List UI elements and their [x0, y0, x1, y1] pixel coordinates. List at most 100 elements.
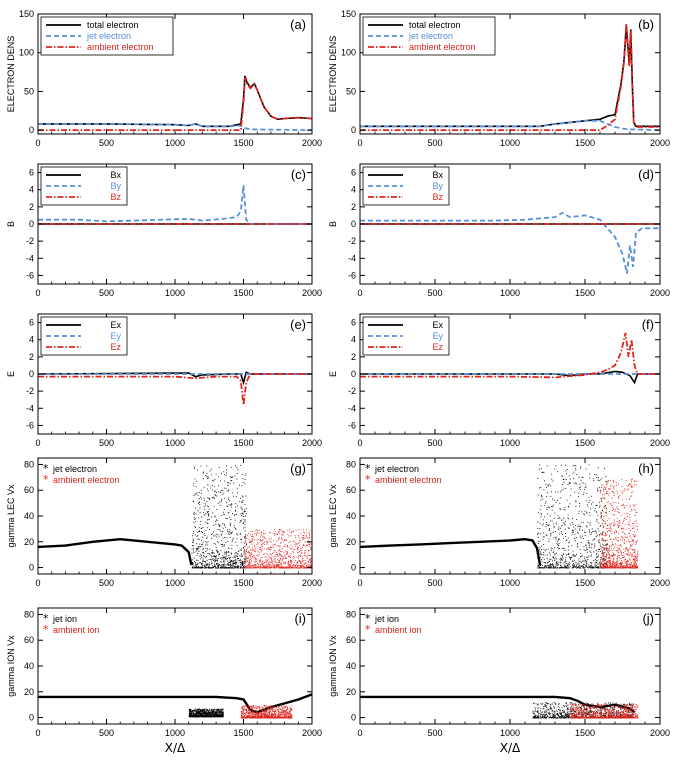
data-point: [199, 712, 200, 714]
data-point: [221, 712, 223, 714]
data-point: [297, 549, 299, 550]
data-point: [604, 493, 605, 495]
data-point: [622, 566, 624, 568]
data-point: [219, 501, 221, 503]
data-point: [574, 564, 575, 566]
data-point: [222, 563, 224, 565]
data-point: [554, 560, 556, 561]
data-point: [244, 526, 246, 528]
data-point: [286, 566, 288, 568]
data-point: [242, 563, 244, 565]
data-point: [218, 567, 219, 568]
data-point: [302, 563, 304, 565]
data-point: [609, 550, 611, 552]
data-point: [244, 538, 246, 540]
data-point: [252, 548, 254, 550]
data-point: [263, 548, 265, 550]
data-point: [217, 541, 218, 543]
data-point: [226, 567, 227, 569]
data-point: [288, 564, 290, 566]
data-point: [256, 532, 258, 534]
data-point: [595, 566, 597, 568]
data-point: [261, 539, 263, 541]
data-point: [243, 551, 245, 553]
data-point: [225, 487, 227, 489]
legend-label-by: By: [432, 181, 443, 191]
data-point: [574, 567, 576, 568]
data-point: [603, 565, 605, 566]
data-point: [289, 565, 291, 567]
data-point: [632, 503, 634, 505]
data-point: [193, 567, 195, 569]
data-point: [548, 566, 549, 568]
data-point: [279, 529, 281, 531]
data-point: [233, 475, 235, 477]
data-point: [214, 490, 216, 492]
data-point: [602, 551, 604, 553]
data-point: [541, 559, 542, 560]
data-point: [214, 711, 216, 713]
data-point: [566, 499, 568, 501]
data-point: [290, 562, 291, 563]
data-point: [215, 473, 217, 475]
data-point: [197, 711, 199, 713]
data-point: [199, 502, 200, 503]
series-points-ambient-electron: [600, 477, 639, 569]
data-point: [549, 507, 551, 508]
data-point: [605, 511, 607, 513]
data-point: [537, 552, 539, 554]
data-point: [218, 485, 219, 487]
data-point: [251, 549, 253, 551]
data-point: [302, 529, 304, 531]
data-point: [605, 505, 606, 506]
data-point: [307, 544, 309, 546]
data-point: [555, 562, 557, 564]
data-point: [256, 567, 258, 569]
data-point: [554, 468, 556, 470]
data-point: [291, 531, 293, 533]
data-point: [577, 546, 579, 548]
data-point: [632, 486, 634, 488]
data-point: [245, 553, 247, 555]
data-point: [266, 548, 268, 550]
data-point: [629, 564, 631, 566]
data-point: [540, 567, 541, 569]
data-point: [309, 565, 311, 567]
data-point: [253, 564, 255, 566]
data-point: [598, 522, 600, 524]
data-point: [252, 556, 254, 557]
data-point: [267, 567, 269, 569]
y-tick-label: -6: [348, 420, 356, 430]
data-point: [636, 512, 638, 513]
data-point: [221, 531, 223, 533]
data-point: [543, 471, 545, 473]
data-point: [618, 559, 620, 561]
data-point: [226, 555, 227, 557]
data-point: [277, 565, 279, 567]
data-point: [197, 716, 198, 718]
data-point: [197, 553, 199, 554]
data-point: [616, 563, 617, 565]
data-point: [601, 555, 603, 557]
data-point: [191, 567, 193, 569]
data-point: [226, 472, 227, 474]
data-point: [563, 517, 564, 519]
data-point: [222, 537, 224, 539]
data-point: [626, 548, 627, 550]
data-point: [262, 564, 263, 566]
data-point: [271, 538, 272, 540]
data-point: [635, 558, 637, 559]
data-point: [284, 555, 286, 557]
data-point: [218, 565, 220, 566]
y-tick-label: -6: [26, 270, 34, 280]
data-point: [606, 564, 608, 565]
data-point: [604, 522, 606, 524]
y-tick-label: -2: [26, 386, 34, 396]
data-point: [568, 563, 570, 565]
data-point: [626, 565, 628, 567]
data-point: [268, 566, 270, 568]
data-point: [262, 560, 264, 562]
data-point: [192, 565, 194, 567]
data-point: [304, 555, 306, 557]
data-point: [603, 567, 605, 569]
